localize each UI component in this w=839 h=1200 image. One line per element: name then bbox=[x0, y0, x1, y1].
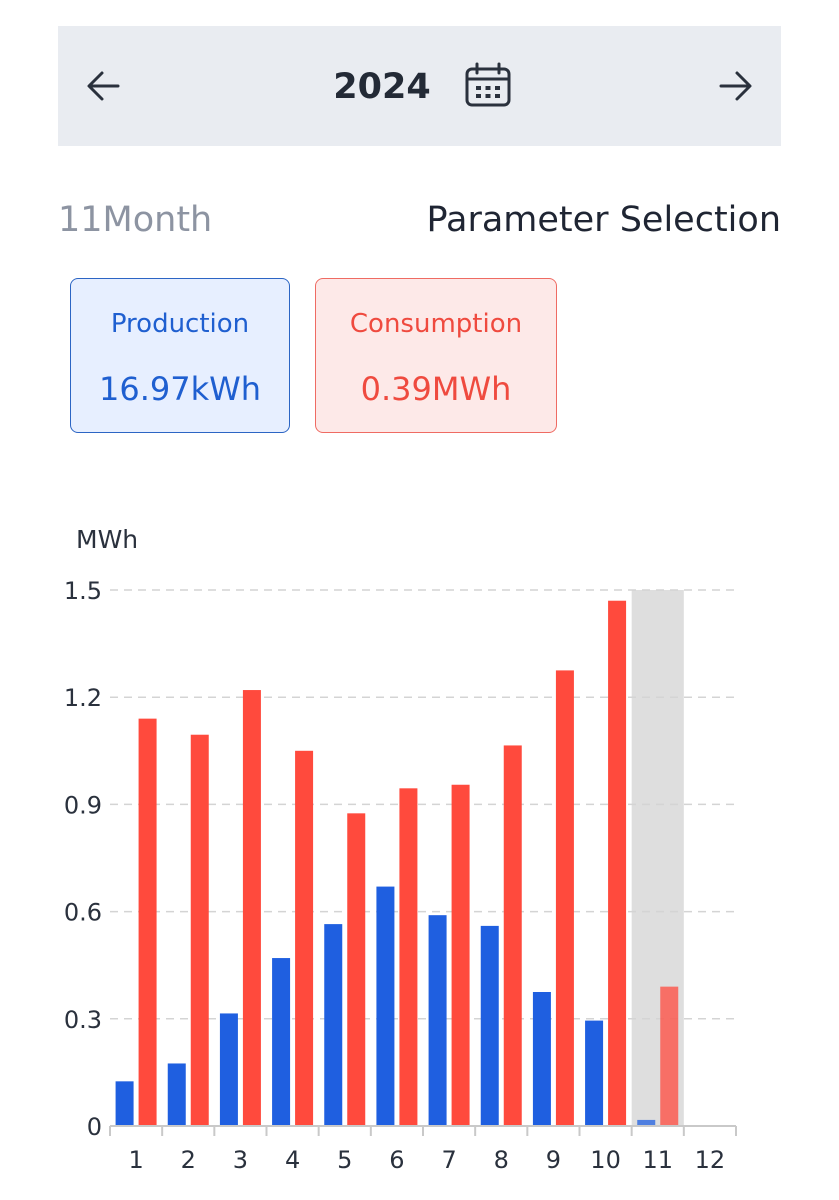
x-tick-label-6: 6 bbox=[389, 1146, 404, 1174]
production-value: 16.97kWh bbox=[98, 370, 262, 408]
x-tick-label-7: 7 bbox=[441, 1146, 456, 1174]
x-tick-label-9: 9 bbox=[546, 1146, 561, 1174]
consumption-bar-10 bbox=[608, 600, 627, 1126]
y-axis-unit-label: MWh bbox=[76, 525, 138, 554]
consumption-value: 0.39MWh bbox=[360, 370, 512, 408]
consumption-bar-1 bbox=[138, 718, 157, 1126]
x-tick-label-8: 8 bbox=[494, 1146, 509, 1174]
calendar-icon[interactable] bbox=[462, 62, 514, 110]
y-tick-label: 1.5 bbox=[64, 577, 102, 605]
consumption-label: Consumption bbox=[349, 309, 523, 339]
production-bar-7 bbox=[428, 915, 447, 1126]
x-tick-label-2: 2 bbox=[181, 1146, 196, 1174]
x-tick-label-5: 5 bbox=[337, 1146, 352, 1174]
x-tick-label-12: 12 bbox=[695, 1146, 726, 1174]
production-label: Production bbox=[110, 309, 250, 339]
x-tick-label-3: 3 bbox=[233, 1146, 248, 1174]
x-tick-label-10: 10 bbox=[590, 1146, 621, 1174]
arrow-right-icon[interactable] bbox=[711, 62, 759, 110]
x-tick-label-11: 11 bbox=[642, 1146, 673, 1174]
x-tick-label-4: 4 bbox=[285, 1146, 300, 1174]
monthly-energy-chart: MWh 00.30.60.91.21.51 2 3 4 5 6 7 8 9 10 11 12 bbox=[64, 525, 737, 1174]
production-bar-6 bbox=[376, 886, 395, 1126]
y-tick-label: 1.2 bbox=[64, 684, 102, 712]
consumption-bar-3 bbox=[242, 690, 261, 1126]
month-label: 11Month bbox=[58, 200, 213, 240]
consumption-bar-11 bbox=[660, 986, 679, 1126]
arrow-left-icon[interactable] bbox=[80, 62, 128, 110]
consumption-bar-8 bbox=[503, 745, 522, 1126]
production-bar-3 bbox=[219, 1013, 238, 1126]
consumption-bar-5 bbox=[347, 813, 366, 1126]
production-bar-4 bbox=[272, 958, 291, 1126]
production-bar-5 bbox=[324, 924, 343, 1126]
year-navigation-bar: 2024 bbox=[58, 26, 781, 146]
production-bar-10 bbox=[585, 1020, 604, 1126]
production-bar-2 bbox=[167, 1063, 186, 1126]
consumption-bar-9 bbox=[555, 670, 574, 1126]
y-tick-label: 0.9 bbox=[64, 791, 102, 819]
production-bar-8 bbox=[480, 925, 499, 1126]
y-tick-label: 0 bbox=[87, 1113, 102, 1141]
production-bar-11 bbox=[637, 1119, 656, 1126]
y-tick-label: 0.6 bbox=[64, 899, 102, 927]
consumption-bar-2 bbox=[190, 734, 209, 1126]
production-card[interactable]: Production 16.97kWh bbox=[70, 278, 290, 433]
consumption-bar-7 bbox=[451, 784, 470, 1126]
consumption-bar-6 bbox=[399, 788, 418, 1126]
production-bar-1 bbox=[115, 1081, 134, 1126]
consumption-card[interactable]: Consumption 0.39MWh bbox=[315, 278, 557, 433]
year-title: 2024 bbox=[333, 67, 431, 107]
consumption-bar-4 bbox=[295, 750, 314, 1126]
y-tick-label: 0.3 bbox=[64, 1006, 102, 1034]
parameter-selection-link[interactable]: Parameter Selection bbox=[426, 200, 781, 240]
production-bar-9 bbox=[532, 992, 551, 1126]
x-tick-label-1: 1 bbox=[128, 1146, 143, 1174]
